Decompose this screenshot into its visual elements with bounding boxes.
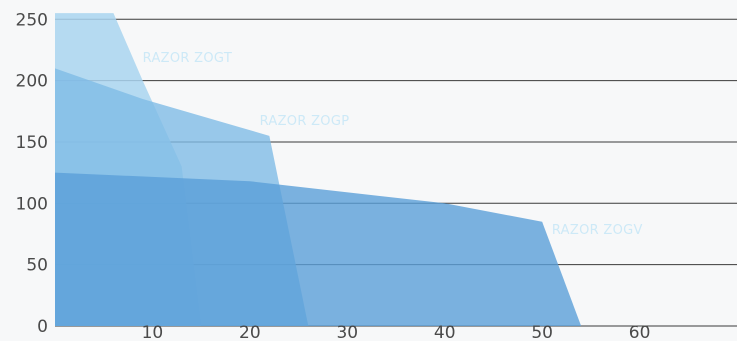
series-label-3: RAZOR ZOGV [552,223,643,238]
series-label-1: RAZOR ZOGT [143,51,232,66]
y-tick-label: 250 [16,10,48,30]
x-tick-label: 20 [239,323,261,341]
x-tick-label: 40 [434,323,456,341]
y-tick-label: 100 [16,194,48,214]
series-area-3 [55,172,582,326]
x-tick-label: 30 [336,323,358,341]
x-tick-label: 60 [629,323,651,341]
y-tick-label: 200 [16,72,48,92]
series-label-2: RAZOR ZOGP [260,114,350,129]
axis-ticks: 0 50 100 150 200 250 10 20 30 40 50 60 [16,10,651,341]
x-tick-label: 50 [531,323,553,341]
y-tick-label: 0 [37,317,48,337]
series-areas [55,13,582,327]
y-tick-label: 50 [26,256,48,276]
series-labels: RAZOR ZOGT RAZOR ZOGP RAZOR ZOGV [143,51,643,238]
x-tick-label: 10 [142,323,164,341]
y-tick-label: 150 [16,133,48,153]
